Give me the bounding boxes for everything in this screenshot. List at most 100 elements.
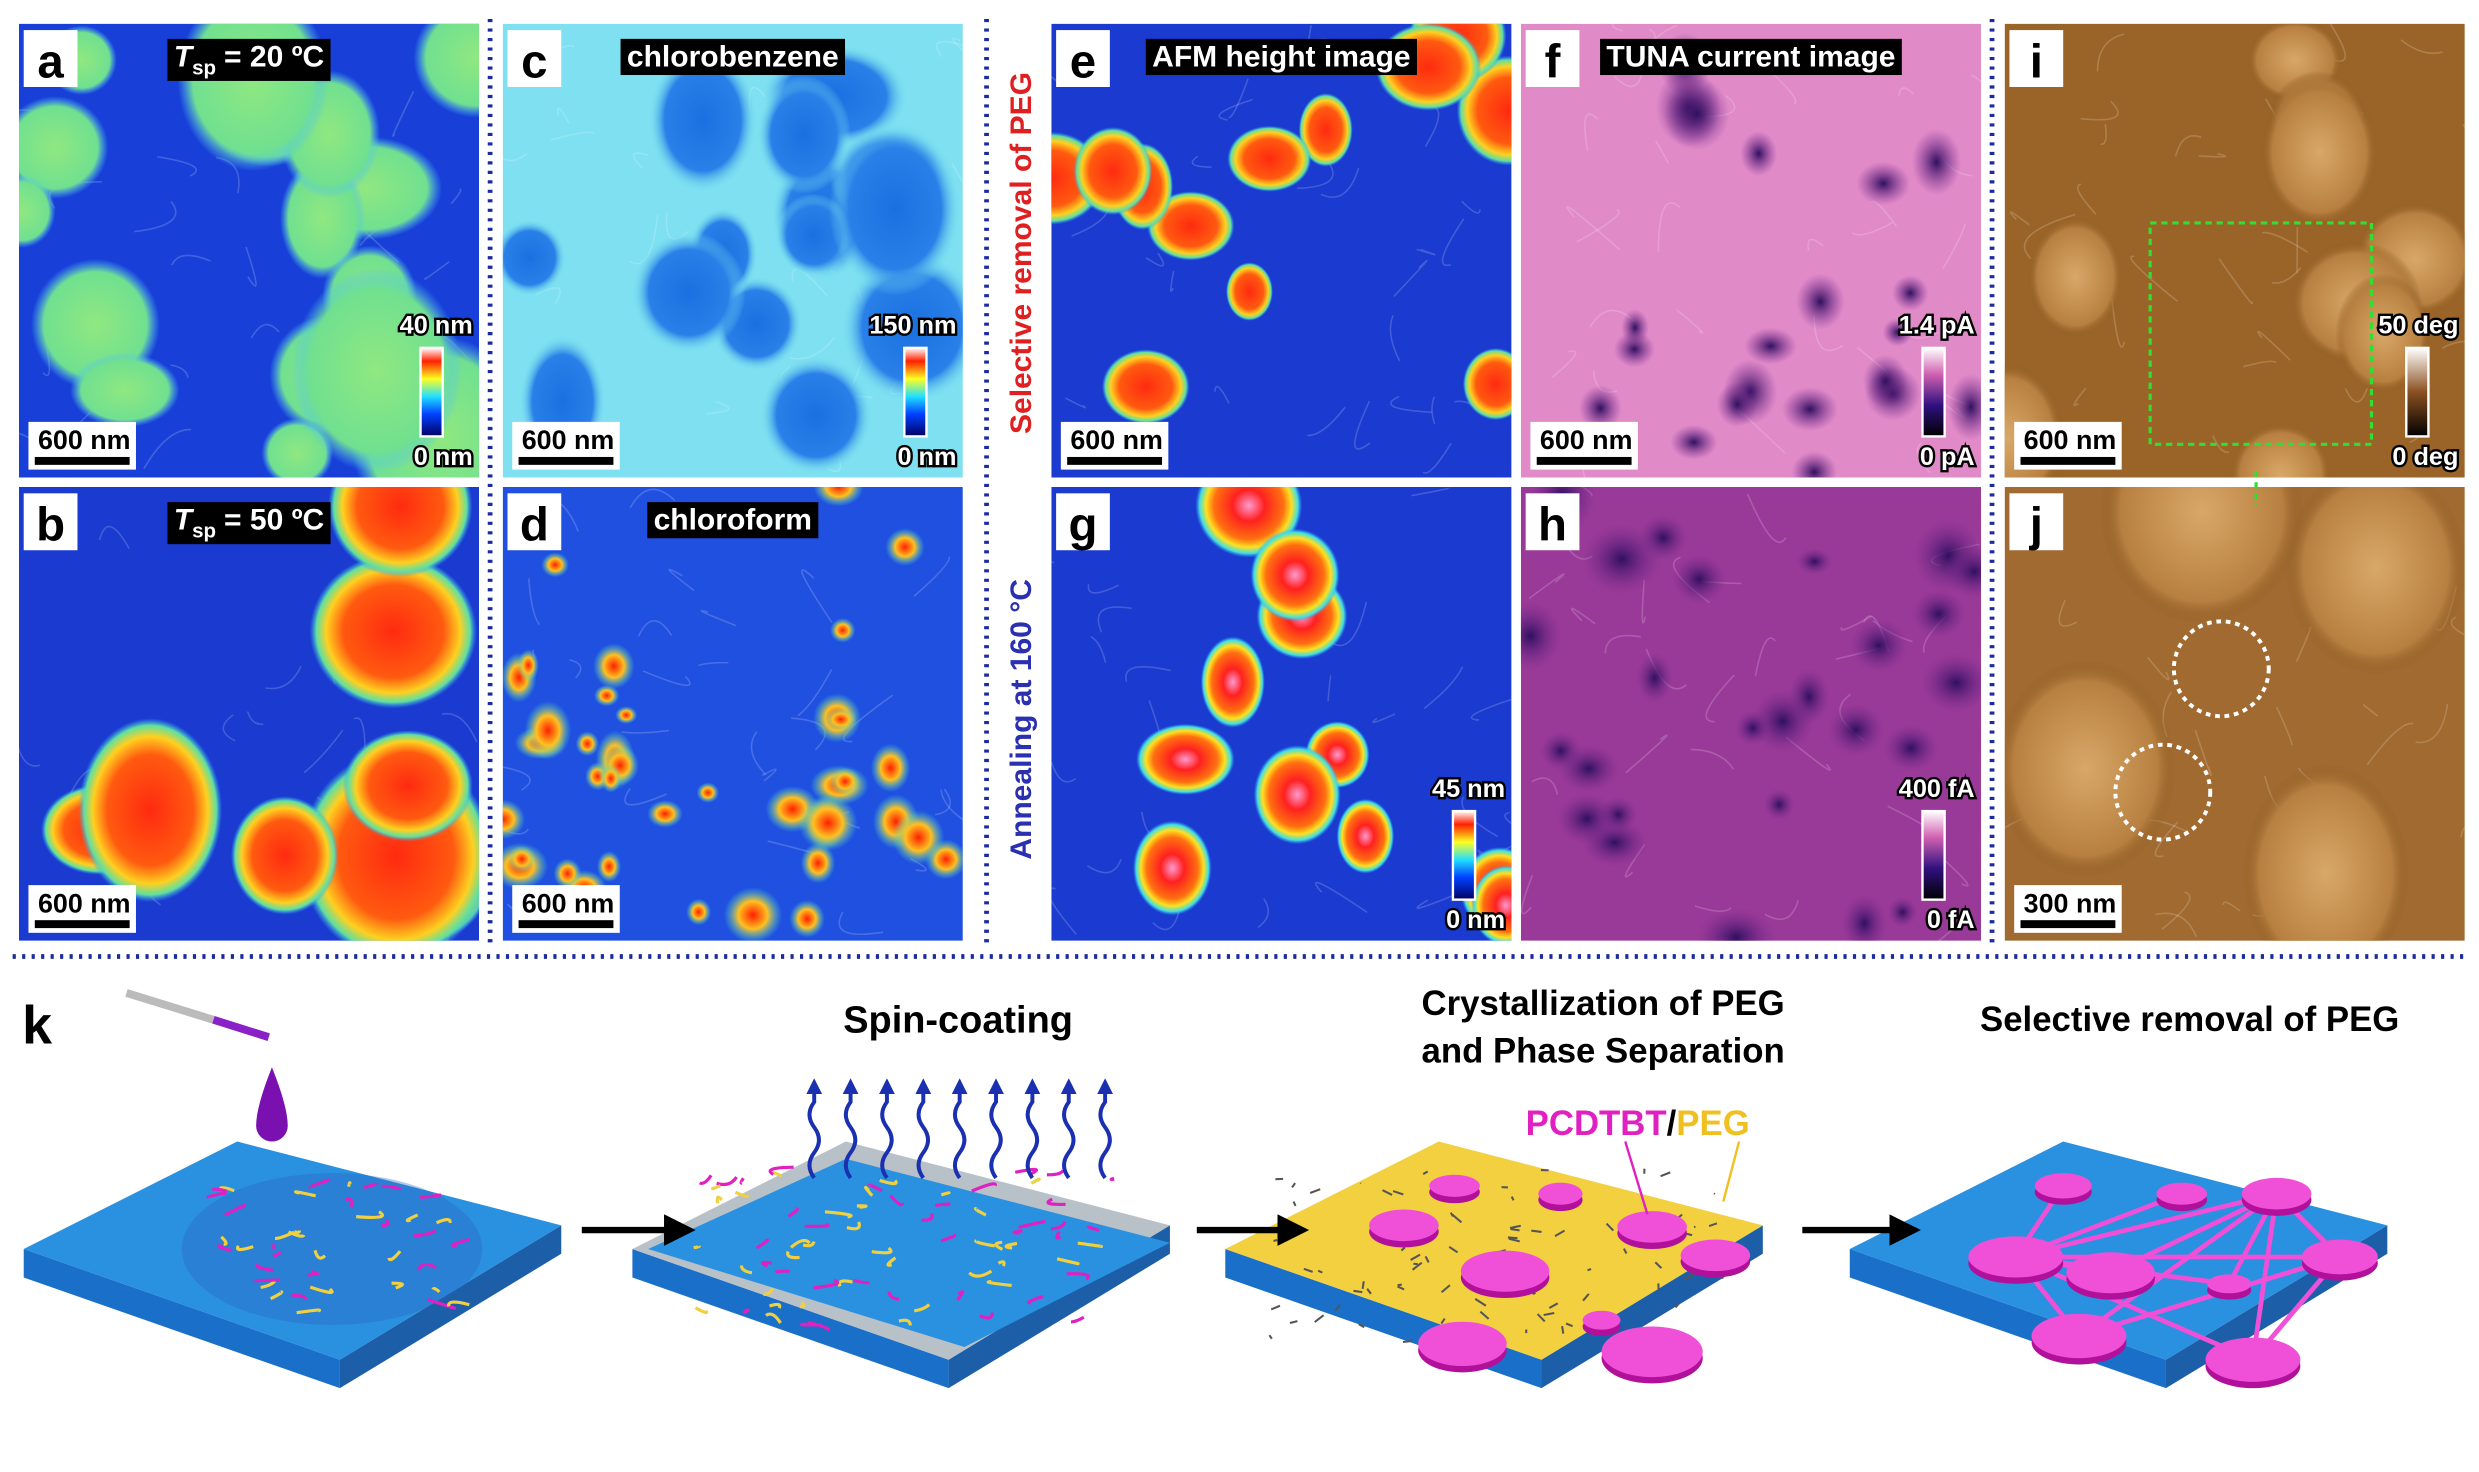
domain bbox=[1734, 710, 1771, 746]
scale-bar bbox=[34, 456, 130, 465]
letter-box bbox=[1525, 30, 1580, 88]
letter-box bbox=[1056, 30, 1110, 88]
texture bbox=[2194, 729, 2212, 777]
domain bbox=[593, 684, 620, 707]
chain bbox=[272, 1251, 282, 1258]
texture bbox=[1390, 395, 1432, 414]
title-subscript: sp bbox=[192, 56, 216, 79]
texture bbox=[502, 766, 531, 791]
colorbar bbox=[1921, 809, 1946, 901]
texture bbox=[1090, 636, 1107, 663]
texture bbox=[1611, 23, 1624, 32]
domain bbox=[291, 268, 462, 473]
legend-item: PCDTBT bbox=[1526, 1105, 1667, 1143]
texture bbox=[2058, 599, 2078, 627]
texture bbox=[1320, 167, 1360, 198]
disc bbox=[1369, 1209, 1439, 1242]
texture bbox=[838, 911, 884, 936]
panels: a Tsp = 20 ºC 600 nm 40 nm 0 nm b Tsp = 50 ºC 600… bbox=[18, 23, 2465, 941]
domain bbox=[1200, 636, 1265, 728]
texture bbox=[2130, 255, 2178, 302]
panel: f TUNA current image 600 nm 1.4 pA 0 pA bbox=[1520, 23, 1981, 478]
chain bbox=[291, 1293, 308, 1300]
panel-title: AFM height image bbox=[1152, 40, 1410, 73]
domain bbox=[1887, 896, 1918, 928]
crystal bbox=[1685, 1232, 1693, 1237]
domain bbox=[1796, 547, 1833, 576]
panel-letter: d bbox=[520, 499, 549, 552]
micrograph bbox=[1051, 486, 1512, 941]
crystal bbox=[1554, 1229, 1566, 1238]
domain bbox=[541, 552, 570, 578]
texture bbox=[1937, 926, 1956, 941]
chain bbox=[1014, 1167, 1038, 1175]
network bbox=[2250, 1193, 2279, 1361]
crystal bbox=[1334, 1303, 1342, 1312]
colorbar bbox=[2405, 346, 2430, 438]
panel: c chlorobenzene 600 nm 150 nm 0 nm bbox=[502, 23, 963, 478]
domain bbox=[18, 96, 109, 199]
panel-title: TUNA current image bbox=[1606, 40, 1895, 73]
domain bbox=[1892, 275, 1929, 311]
domain bbox=[78, 718, 223, 903]
legend: PCDTBT/PEG bbox=[1526, 1105, 1750, 1143]
chain bbox=[450, 1238, 470, 1248]
crystal bbox=[1382, 1189, 1393, 1196]
texture bbox=[1898, 87, 1915, 96]
domain bbox=[2285, 486, 2465, 675]
chain bbox=[296, 1308, 321, 1315]
panel-title: chloroform bbox=[654, 504, 812, 537]
crystal bbox=[1674, 1302, 1680, 1309]
colorbar-label: 50 deg bbox=[2378, 312, 2458, 340]
legend-item: PEG bbox=[1676, 1105, 1749, 1143]
panel: b Tsp = 50 ºC 600 nm bbox=[18, 486, 480, 941]
domain bbox=[800, 842, 836, 884]
chain bbox=[789, 1238, 811, 1249]
chain bbox=[694, 1306, 709, 1315]
colorbar-label: 0 pA bbox=[1920, 443, 1975, 471]
scale-bar bbox=[34, 920, 130, 929]
texture bbox=[1191, 155, 1212, 168]
chain bbox=[787, 1207, 799, 1218]
texture bbox=[1625, 734, 1668, 774]
texture bbox=[2100, 124, 2107, 145]
domain bbox=[1101, 349, 1190, 425]
texture bbox=[668, 568, 695, 592]
texture bbox=[1916, 442, 1931, 474]
chain bbox=[824, 1210, 853, 1219]
crystal bbox=[1548, 1302, 1559, 1309]
domain bbox=[2229, 422, 2332, 478]
texture bbox=[1852, 221, 1894, 236]
chain bbox=[986, 1279, 1012, 1287]
chain bbox=[211, 1187, 228, 1193]
domain bbox=[1556, 792, 1618, 845]
domain bbox=[1796, 273, 1845, 330]
domain bbox=[1781, 387, 1838, 432]
pipette bbox=[125, 989, 215, 1024]
colorbar bbox=[1921, 346, 1946, 438]
crystal bbox=[1273, 1239, 1278, 1242]
chain bbox=[413, 1229, 437, 1238]
separators bbox=[12, 19, 2470, 959]
domain bbox=[309, 554, 477, 709]
chain bbox=[1055, 1230, 1062, 1240]
letter-box bbox=[1525, 493, 1580, 551]
chain bbox=[940, 1234, 957, 1243]
texture bbox=[1441, 218, 1465, 267]
texture bbox=[1315, 881, 1368, 914]
chain bbox=[715, 1195, 723, 1204]
chain bbox=[813, 1278, 840, 1290]
letter-box bbox=[23, 493, 78, 551]
texture bbox=[1257, 898, 1269, 929]
domain bbox=[829, 617, 856, 643]
marker-circle bbox=[2113, 742, 2213, 842]
vapor-arrow bbox=[988, 1078, 1004, 1180]
texture bbox=[1641, 579, 1647, 624]
chain bbox=[739, 1265, 753, 1275]
letter-box bbox=[507, 493, 562, 551]
crystal bbox=[1270, 1304, 1281, 1311]
colorbar-label: 45 nm bbox=[1432, 775, 1505, 803]
chain bbox=[356, 1210, 385, 1219]
chain bbox=[956, 1290, 965, 1301]
colorbar-label: 0 nm bbox=[414, 443, 473, 471]
